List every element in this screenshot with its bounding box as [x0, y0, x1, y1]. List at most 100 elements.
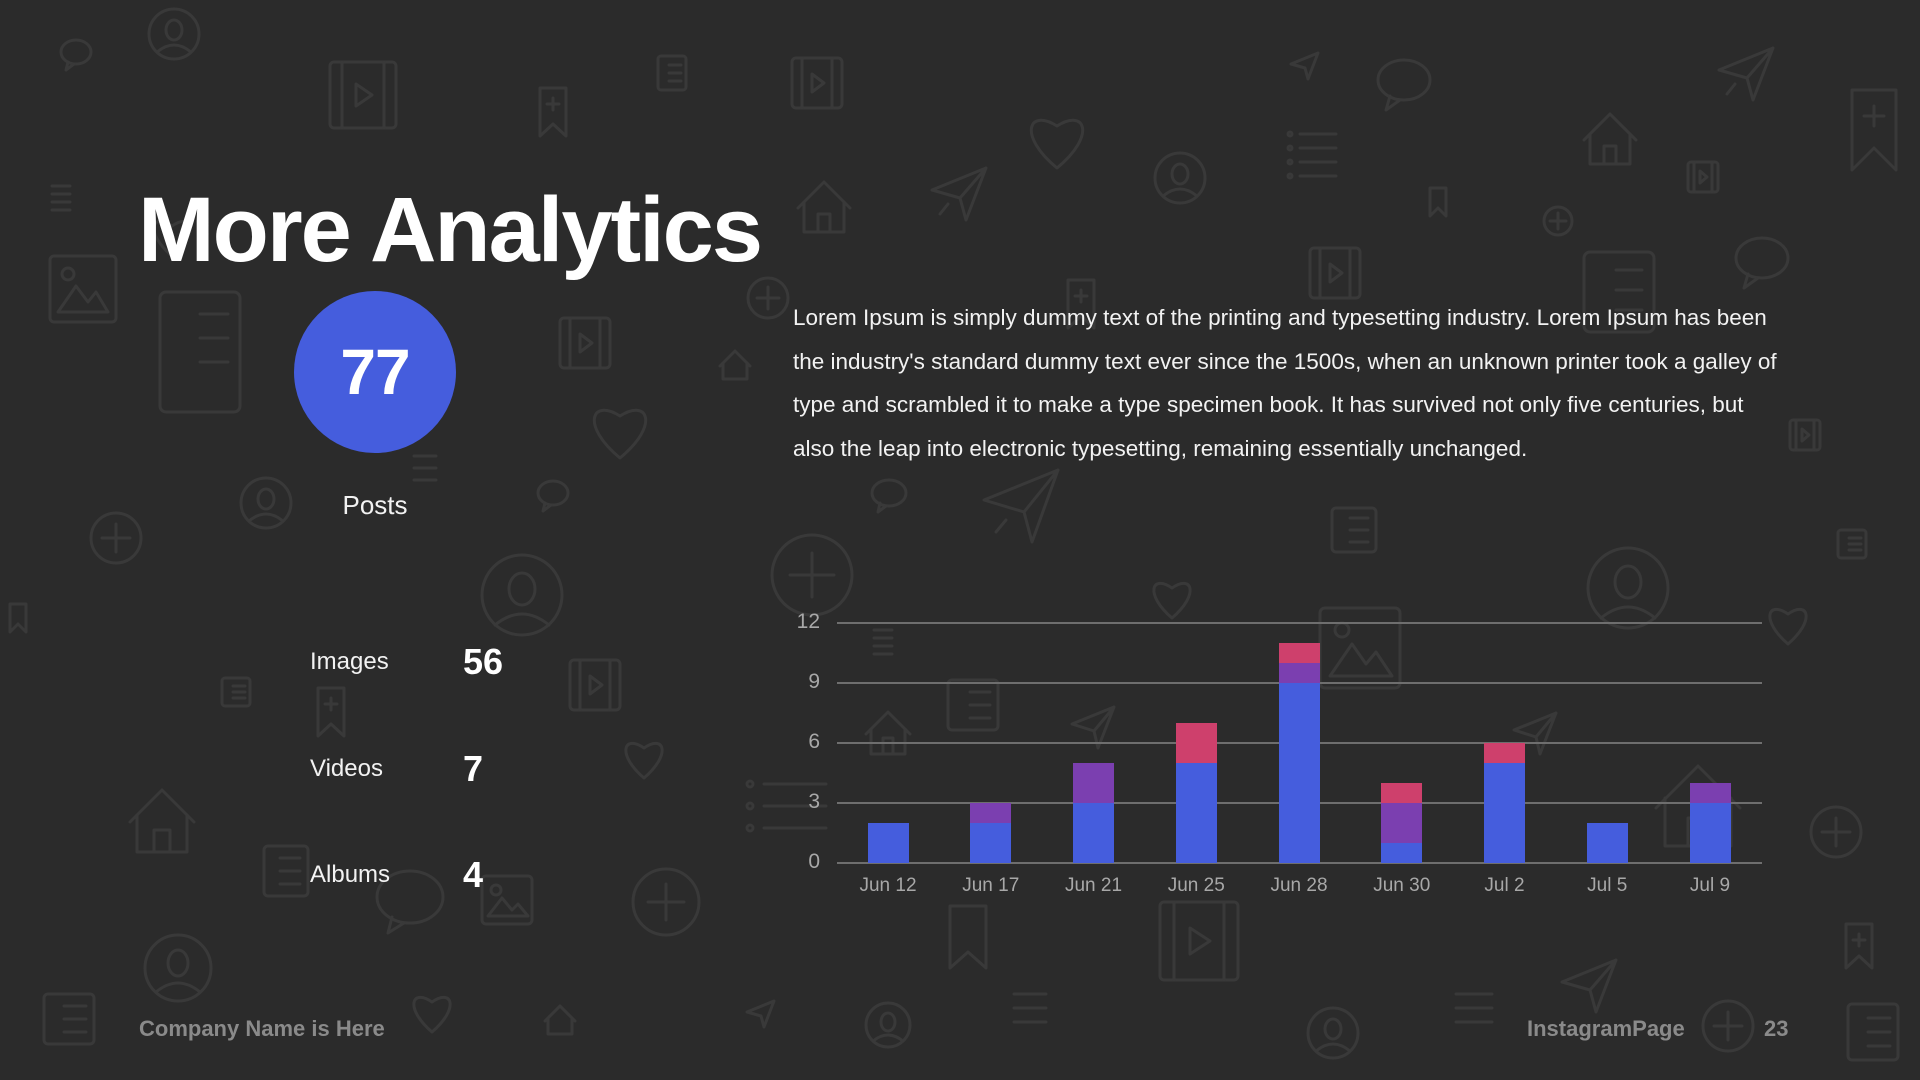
- star-list-icon: [1836, 528, 1868, 560]
- x-axis-tick-label: Jun 30: [1373, 875, 1431, 896]
- paper-plane-icon: [1070, 705, 1116, 750]
- heart-icon: [152, 219, 192, 258]
- description-paragraph: Lorem Ipsum is simply dummy text of the …: [793, 305, 1777, 461]
- heart-icon: [1152, 581, 1192, 620]
- bookmark-icon: [538, 86, 568, 138]
- plus-circle-icon: [746, 276, 790, 320]
- bookmark-icon: [1066, 278, 1096, 330]
- star-list-icon: [1846, 1002, 1900, 1062]
- bar-segment: [1689, 783, 1731, 803]
- bar-stack: [1484, 743, 1525, 863]
- bar-segment: [1381, 843, 1423, 863]
- stat-label: Images: [310, 648, 389, 675]
- image-icon: [48, 254, 118, 324]
- x-axis-tick-label: Jun 12: [859, 875, 917, 896]
- plus-circle-icon: [1809, 805, 1863, 859]
- user-icon: [1306, 1006, 1360, 1060]
- list-icon: [1012, 992, 1048, 1024]
- bar-segment: [867, 823, 909, 863]
- paper-plane-icon: [982, 468, 1060, 544]
- x-axis-tick-label: Jul 9: [1689, 875, 1731, 896]
- footer-brand: InstagramPage: [1527, 1016, 1685, 1041]
- image-icon: [480, 874, 534, 926]
- bar-segment: [1278, 643, 1320, 663]
- stat-value: 56: [463, 641, 504, 682]
- bar-stack: [970, 803, 1012, 863]
- film-icon: [1686, 160, 1720, 194]
- bookmark-icon: [316, 686, 346, 738]
- y-axis-tick-label: 3: [808, 790, 820, 813]
- paper-plane-icon: [1560, 958, 1618, 1014]
- gridline: [837, 862, 1762, 864]
- image-icon: [1318, 606, 1402, 690]
- bar-segment: [1381, 783, 1423, 803]
- y-axis-tick-label: 12: [796, 610, 820, 633]
- stat-label: Videos: [310, 755, 383, 782]
- plus-circle-icon: [631, 867, 701, 937]
- bar-stack: [1689, 783, 1731, 863]
- stat-label: Albums: [310, 861, 391, 888]
- film-icon: [1788, 418, 1822, 452]
- user-icon: [1153, 151, 1207, 205]
- gridline: [837, 622, 1762, 624]
- paper-plane-icon: [1512, 711, 1558, 756]
- heart-icon: [1768, 607, 1808, 646]
- stat-value: 7: [463, 748, 484, 789]
- x-axis-tick-label: Jun 28: [1270, 875, 1328, 896]
- star-list-icon: [656, 54, 688, 92]
- film-icon: [558, 316, 612, 370]
- bar-stack: [1175, 723, 1217, 863]
- stat-images: Images 56: [310, 641, 504, 682]
- user-icon: [864, 1001, 912, 1049]
- film-icon: [1158, 900, 1240, 982]
- bar-segment: [1175, 723, 1217, 763]
- bookmark-icon: [1428, 186, 1448, 218]
- user-icon: [143, 933, 213, 1003]
- bar-stack: [1278, 643, 1320, 863]
- stat-videos: Videos 7: [310, 748, 484, 789]
- plus-circle-icon: [89, 511, 143, 565]
- stat-value: 4: [463, 854, 484, 895]
- footer-company-name: Company Name is Here: [139, 1016, 385, 1041]
- bar-segment: [1073, 763, 1114, 803]
- bar-stack: [1586, 823, 1628, 863]
- bar-segment: [1278, 663, 1320, 683]
- y-axis-tick-label: 6: [808, 730, 820, 753]
- paper-plane-icon: [930, 166, 988, 222]
- house-icon: [796, 180, 852, 234]
- bookmark-icon: [1850, 88, 1898, 172]
- posts-label: Posts: [342, 490, 408, 520]
- bar-segment: [970, 823, 1012, 863]
- list-icon: [872, 628, 894, 656]
- house-icon: [128, 788, 196, 854]
- bar-stack: [1381, 783, 1423, 863]
- page-title: More Analytics: [138, 178, 763, 281]
- bar-segment: [1381, 803, 1423, 843]
- chat-icon: [1376, 58, 1432, 112]
- house-icon: [864, 710, 912, 756]
- film-icon: [328, 60, 398, 130]
- posts-count-circle: 77: [294, 291, 456, 453]
- film-icon: [790, 56, 844, 110]
- heart-icon: [624, 741, 664, 780]
- list-icon: [745, 779, 828, 833]
- film-icon: [1308, 246, 1362, 300]
- list-icon: [412, 454, 438, 482]
- star-list-icon: [220, 676, 252, 708]
- bar-segment: [1073, 803, 1114, 863]
- chat-icon: [1734, 236, 1790, 290]
- bar-segment: [970, 803, 1012, 823]
- user-icon: [1586, 546, 1670, 630]
- chat-icon: [536, 479, 570, 513]
- star-list-icon: [946, 678, 1000, 732]
- list-icon: [1454, 992, 1494, 1024]
- user-icon: [147, 7, 201, 61]
- page-number: 23: [1764, 1016, 1789, 1041]
- user-icon: [239, 476, 293, 530]
- bar-stack: [867, 823, 909, 863]
- bar-segment: [1278, 683, 1320, 863]
- star-list-icon: [42, 992, 96, 1046]
- heart-icon: [592, 408, 648, 460]
- film-icon: [568, 658, 622, 712]
